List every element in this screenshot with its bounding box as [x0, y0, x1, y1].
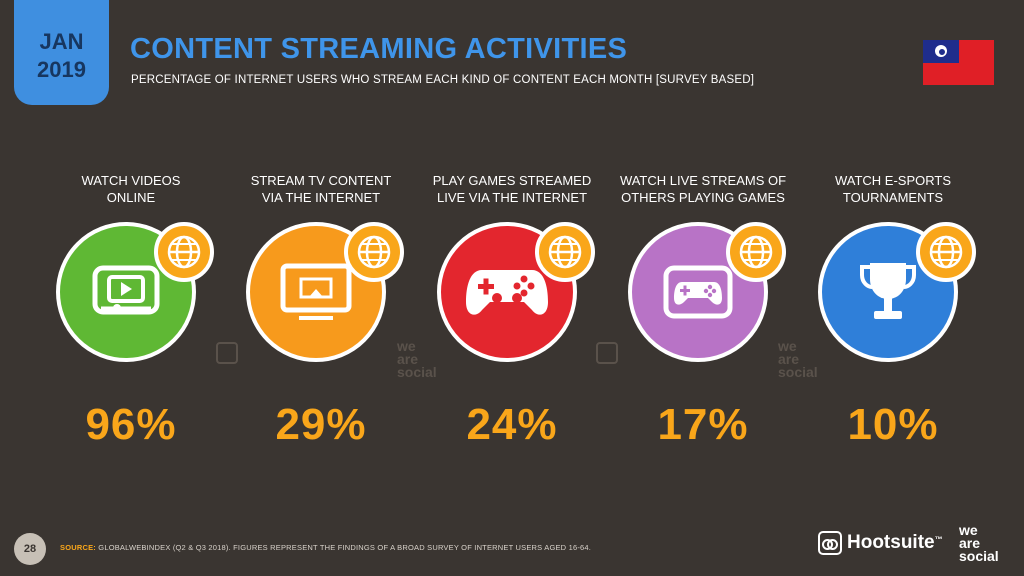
hootsuite-logo: Hootsuite ™ [818, 531, 943, 555]
globe-icon [726, 222, 786, 282]
source-text: GLOBALWEBINDEX (Q2 & Q3 2018). FIGURES R… [96, 543, 592, 552]
stat-item-stream-tv: STREAM TV CONTENT VIA THE INTERNET 29% [231, 172, 411, 450]
taiwan-flag-icon [923, 40, 994, 85]
hootsuite-wordmark: Hootsuite [847, 532, 935, 553]
hootsuite-watermark-icon [596, 342, 618, 364]
hootsuite-watermark-icon [216, 342, 238, 364]
stat-label: PLAY GAMES STREAMED LIVE VIA THE INTERNE… [432, 173, 592, 205]
globe-icon [154, 222, 214, 282]
stat-circle [818, 222, 958, 362]
we-are-social-watermark: we are social [397, 338, 437, 380]
stat-value: 29% [275, 400, 367, 449]
page-title: CONTENT STREAMING ACTIVITIES [130, 33, 628, 65]
source-label: SOURCE: [60, 543, 96, 552]
source-note: SOURCE: GLOBALWEBINDEX (Q2 & Q3 2018). F… [60, 543, 591, 552]
stat-item-watch-live-streams: WATCH LIVE STREAMS OF OTHERS PLAYING GAM… [613, 172, 793, 450]
page-subtitle: PERCENTAGE OF INTERNET USERS WHO STREAM … [131, 74, 755, 86]
we-are-social-logo: we are social [959, 522, 999, 564]
date-badge: JAN 2019 [14, 0, 109, 105]
stat-label: WATCH VIDEOS ONLINE [81, 173, 181, 205]
globe-icon [535, 222, 595, 282]
stat-value: 17% [657, 400, 749, 449]
stat-item-play-games: PLAY GAMES STREAMED LIVE VIA THE INTERNE… [422, 172, 602, 450]
globe-icon [344, 222, 404, 282]
page-number: 28 [14, 533, 46, 565]
stat-item-watch-esports: WATCH E-SPORTS TOURNAMENTS 10% [803, 172, 983, 450]
stat-value: 10% [847, 400, 939, 449]
screen-gamepad-icon [663, 265, 733, 319]
tv-airplay-icon [280, 263, 352, 320]
stat-value: 96% [85, 400, 177, 449]
flag-sun [935, 45, 947, 57]
stat-label: STREAM TV CONTENT VIA THE INTERNET [250, 173, 392, 205]
stat-item-watch-videos: WATCH VIDEOS ONLINE 96% [41, 172, 221, 450]
video-play-icon [92, 265, 160, 315]
trademark-symbol: ™ [934, 535, 943, 544]
we-are-social-watermark: we are social [778, 338, 818, 380]
date-year: 2019 [37, 56, 86, 82]
owl-icon [818, 531, 842, 555]
stat-label: WATCH E-SPORTS TOURNAMENTS [834, 173, 952, 205]
globe-icon [916, 222, 976, 282]
gamepad-icon [466, 270, 548, 315]
stat-label: WATCH LIVE STREAMS OF OTHERS PLAYING GAM… [619, 173, 787, 205]
trophy-icon [860, 263, 916, 319]
stat-value: 24% [466, 400, 558, 449]
date-month: JAN [39, 28, 84, 54]
